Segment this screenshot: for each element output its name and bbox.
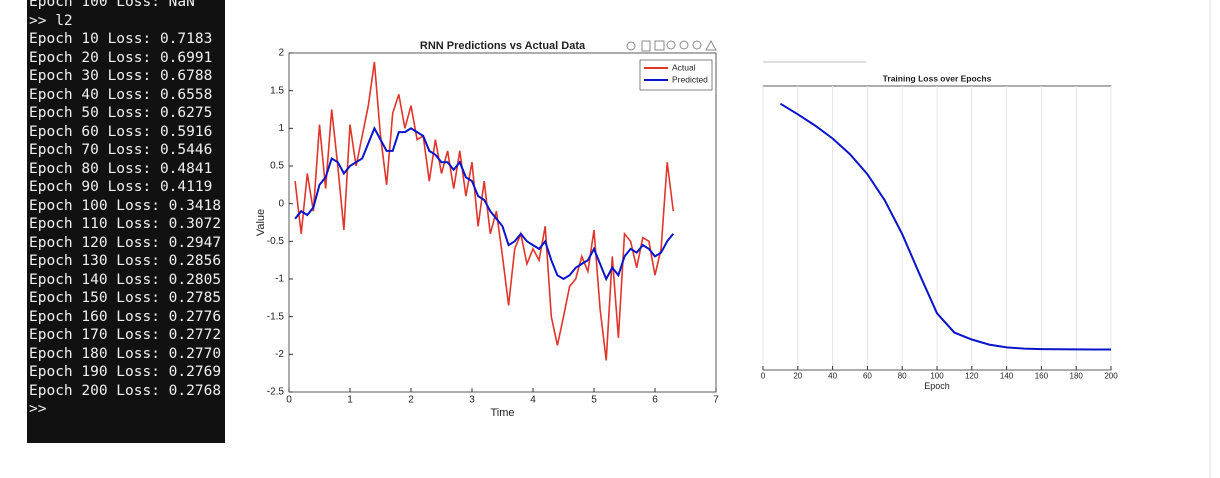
chart-title: Training Loss over Epochs xyxy=(883,73,992,83)
x-tick-label: 20 xyxy=(793,372,802,381)
y-tick-label: 0 xyxy=(278,198,284,209)
series-line xyxy=(294,61,675,361)
terminal-line: Epoch 10 Loss: 0.7183 xyxy=(29,31,213,47)
terminal-line: Epoch 120 Loss: 0.2947 xyxy=(29,234,222,251)
x-tick-label: 120 xyxy=(965,372,979,381)
terminal-line: Epoch 40 Loss: 0.6558 xyxy=(29,86,213,103)
x-tick-label: 140 xyxy=(1000,372,1014,381)
plot-area xyxy=(288,52,717,393)
x-tick-label: 200 xyxy=(1104,372,1118,381)
x-axis-label: Time xyxy=(490,407,514,419)
terminal-line: Epoch 160 Loss: 0.2776 xyxy=(29,308,222,325)
terminal-line: Epoch 20 Loss: 0.6991 xyxy=(29,49,213,66)
terminal-line: >> xyxy=(29,401,47,417)
y-axis-label: Value xyxy=(255,209,267,236)
terminal-line: Epoch 130 Loss: 0.2856 xyxy=(29,253,222,269)
x-tick-label: 160 xyxy=(1035,372,1049,381)
x-tick-label: 80 xyxy=(898,372,907,381)
legend-label: Actual xyxy=(672,62,696,72)
terminal-line: Epoch 30 Loss: 0.6788 xyxy=(29,68,213,84)
legend-label: Predicted xyxy=(672,74,708,84)
terminal-line: Epoch 140 Loss: 0.2805 xyxy=(29,271,222,288)
series-line xyxy=(779,102,1111,351)
x-axis-label: Epoch xyxy=(924,381,950,391)
terminal-line: Epoch 100 Loss: NaN xyxy=(29,0,195,10)
terminal-line: Epoch 180 Loss: 0.2770 xyxy=(29,345,222,362)
x-tick-label: 60 xyxy=(863,372,872,381)
chart-title: RNN Predictions vs Actual Data xyxy=(420,40,586,52)
x-tick-label: 0 xyxy=(286,395,292,406)
y-tick-label: 0.5 xyxy=(270,161,284,172)
terminal-line: Epoch 190 Loss: 0.2769 xyxy=(29,364,222,380)
y-tick-label: -2.5 xyxy=(267,387,285,398)
x-tick-label: 3 xyxy=(469,395,475,406)
terminal-line: Epoch 80 Loss: 0.4841 xyxy=(29,160,213,177)
terminal-line: Epoch 70 Loss: 0.5446 xyxy=(29,142,213,158)
x-tick-label: 4 xyxy=(530,395,536,406)
terminal-line: Epoch 110 Loss: 0.3072 xyxy=(29,216,222,232)
terminal-line: Epoch 170 Loss: 0.2772 xyxy=(29,327,222,343)
x-tick-label: 40 xyxy=(828,372,837,381)
x-tick-label: 5 xyxy=(591,395,597,406)
y-tick-label: -0.5 xyxy=(267,236,285,247)
terminal-line: Epoch 50 Loss: 0.6275 xyxy=(29,105,213,121)
y-tick-label: -2 xyxy=(275,349,284,360)
y-tick-label: 1 xyxy=(278,123,284,134)
x-tick-label: 1 xyxy=(347,395,353,406)
y-tick-label: 2 xyxy=(278,48,284,59)
y-tick-label: 1.5 xyxy=(270,85,284,96)
terminal: Epoch 100 Loss: NaN >> l2 Epoch 10 Loss: 0… xyxy=(27,0,225,443)
x-tick-label: 6 xyxy=(652,395,658,406)
terminal-line: Epoch 90 Loss: 0.4119 xyxy=(29,179,213,195)
x-tick-label: 180 xyxy=(1070,372,1084,381)
x-tick-label: 0 xyxy=(761,372,766,381)
y-tick-label: -1.5 xyxy=(267,311,285,322)
terminal-line: >> l2 xyxy=(29,12,73,29)
terminal-line: Epoch 200 Loss: 0.2768 xyxy=(29,382,222,399)
toolbar xyxy=(626,39,717,52)
x-tick-label: 7 xyxy=(713,395,719,406)
terminal-line: Epoch 100 Loss: 0.3418 xyxy=(29,197,222,214)
terminal-line: Epoch 60 Loss: 0.5916 xyxy=(29,123,213,140)
legend xyxy=(639,59,713,91)
x-tick-label: 2 xyxy=(408,395,414,406)
x-tick-label: 100 xyxy=(930,372,944,381)
series-line xyxy=(294,125,675,282)
y-tick-label: -1 xyxy=(275,274,284,285)
terminal-line: Epoch 150 Loss: 0.2785 xyxy=(29,290,222,306)
